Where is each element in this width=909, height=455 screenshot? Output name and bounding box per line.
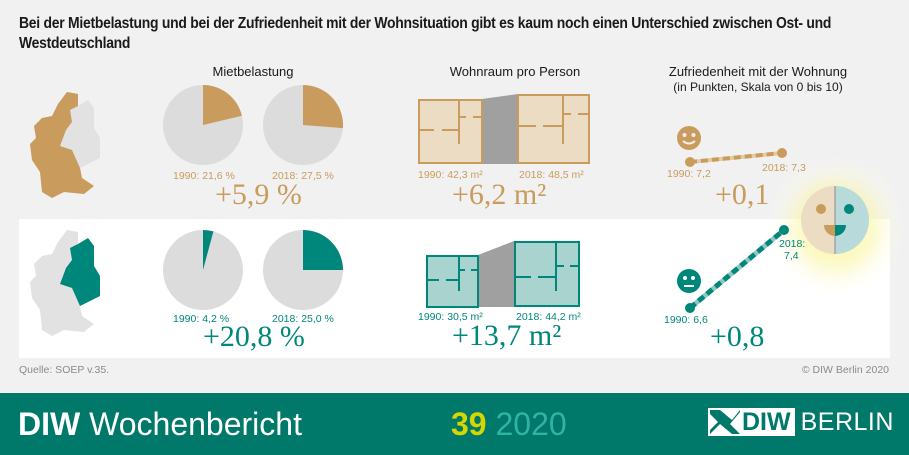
satisfaction-header: Zufriedenheit mit der Wohnung bbox=[668, 64, 848, 79]
publication-name: Wochenbericht bbox=[80, 406, 302, 442]
issue-number: 39 bbox=[451, 406, 487, 442]
copyright-note: © DIW Berlin 2020 bbox=[801, 364, 889, 376]
floorplan-west bbox=[418, 94, 590, 164]
logo-berlin-text: BERLIN bbox=[800, 408, 894, 436]
space-east-2018-label: 2018: 44,2 m² bbox=[516, 311, 581, 323]
space-west-delta: +6,2 m² bbox=[452, 178, 547, 211]
logo-diw-text: DIW bbox=[742, 408, 791, 436]
publication-brand: DIW bbox=[18, 406, 81, 442]
space-west-2018-label: 2018: 48,5 m² bbox=[519, 169, 584, 181]
satisfaction-west-1990-label: 1990: 7,2 bbox=[667, 168, 711, 180]
rent-east-delta: +20,8 % bbox=[203, 320, 305, 353]
rent-east-1990-label: 1990: 4,2 % bbox=[173, 313, 230, 325]
satisfaction-east-2018-label-year: 2018: bbox=[779, 238, 806, 250]
space-east-1990-label: 1990: 30,5 m² bbox=[418, 311, 483, 323]
pie-east-1990 bbox=[163, 230, 243, 310]
issue-year: 2020 bbox=[486, 406, 567, 442]
rent-header: Mietbelastung bbox=[212, 64, 294, 79]
diw-berlin-logo: DIW BERLIN bbox=[708, 408, 894, 436]
satisfaction-east-2018-label-value: 7,4 bbox=[784, 250, 799, 262]
rent-west-2018-label: 2018: 27,5 % bbox=[272, 170, 334, 182]
logo-mark-icon bbox=[710, 410, 740, 434]
source-note: Quelle: SOEP v.35. bbox=[19, 364, 110, 376]
floorplan-east bbox=[426, 241, 580, 308]
neutral-face-icon bbox=[677, 269, 701, 293]
infographic-title: Bei der Mietbelastung und bei der Zufrie… bbox=[19, 15, 832, 52]
pie-west-2018 bbox=[263, 85, 343, 165]
germany-map-west-highlight bbox=[30, 92, 100, 198]
satisfaction-east-delta: +0,8 bbox=[710, 320, 765, 353]
publication-title: DIW Wochenbericht bbox=[18, 404, 302, 444]
space-header: Wohnraum pro Person bbox=[449, 64, 581, 79]
space-east-delta: +13,7 m² bbox=[452, 319, 562, 352]
logo-diw-box: DIW bbox=[708, 408, 795, 436]
rent-west-1990-label: 1990: 21,6 % bbox=[173, 170, 235, 182]
pie-west-1990 bbox=[163, 85, 243, 165]
satisfaction-west-line bbox=[677, 126, 787, 167]
germany-map-east-highlight bbox=[30, 230, 100, 336]
issue-info: 39 2020 bbox=[451, 404, 567, 444]
satisfaction-west-2018-label: 2018: 7,3 bbox=[762, 162, 806, 174]
satisfaction-east-1990-label: 1990: 6,6 bbox=[664, 314, 708, 326]
satisfaction-subheader: (in Punkten, Skala von 0 bis 10) bbox=[673, 80, 843, 94]
pie-east-2018 bbox=[263, 230, 343, 310]
smiley-face-icon bbox=[677, 126, 701, 150]
rent-east-2018-label: 2018: 25,0 % bbox=[272, 313, 334, 325]
rent-west-delta: +5,9 % bbox=[215, 178, 302, 211]
satisfaction-west-delta: +0,1 bbox=[715, 178, 770, 211]
combined-face-icon bbox=[801, 186, 869, 254]
satisfaction-east-line bbox=[677, 225, 789, 313]
space-west-1990-label: 1990: 42,3 m² bbox=[418, 169, 483, 181]
